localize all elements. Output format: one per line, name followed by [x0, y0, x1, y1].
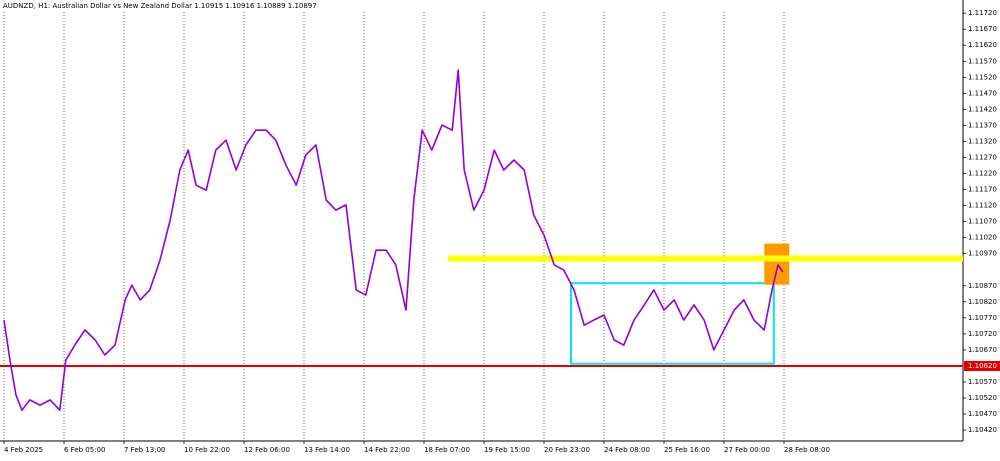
y-tick-label: 1.10770 [968, 314, 997, 322]
x-tick-label: 4 Feb 2025 [4, 446, 43, 454]
y-tick-label: 1.11170 [968, 186, 997, 194]
y-tick-label: 1.11620 [968, 41, 997, 49]
x-tick-label: 24 Feb 08:00 [604, 446, 650, 454]
x-tick-label: 6 Feb 05:00 [64, 446, 105, 454]
y-tick-label: 1.10520 [968, 394, 997, 402]
chart-title: AUDNZD, H1: Australian Dollar vs New Zea… [3, 2, 317, 10]
y-tick-label: 1.11420 [968, 105, 997, 113]
price-line [3, 69, 784, 411]
x-tick-label: 19 Feb 15:00 [484, 446, 530, 454]
y-tick-label: 1.10570 [968, 378, 997, 386]
y-tick-label: 1.11270 [968, 153, 997, 161]
x-tick-label: 10 Feb 22:00 [184, 446, 230, 454]
x-tick-label: 25 Feb 16:00 [664, 446, 710, 454]
y-tick-label: 1.10470 [968, 410, 997, 418]
zone-box [570, 282, 775, 365]
y-tick-label: 1.10870 [968, 282, 997, 290]
y-tick-label: 1.10420 [968, 426, 997, 434]
y-tick-label: 1.11220 [968, 170, 997, 178]
zone-box [764, 243, 790, 285]
y-tick-label: 1.10670 [968, 346, 997, 354]
y-tick-label: 1.11670 [968, 25, 997, 33]
y-tick-label: 1.11470 [968, 89, 997, 97]
x-tick-label: 7 Feb 13:00 [124, 446, 165, 454]
x-tick-label: 18 Feb 07:00 [424, 446, 470, 454]
y-tick-label: 1.11120 [968, 202, 997, 210]
x-tick-label: 12 Feb 06:00 [244, 446, 290, 454]
y-tick-label: 1.10970 [968, 250, 997, 258]
y-tick-label: 1.11320 [968, 137, 997, 145]
level-label: 1.10620 [968, 362, 997, 370]
x-tick-label: 20 Feb 23:00 [544, 446, 590, 454]
x-tick-label: 27 Feb 00:00 [724, 446, 770, 454]
y-tick-label: 1.11570 [968, 57, 997, 65]
x-tick-label: 28 Feb 08:00 [784, 446, 830, 454]
level-label-box [964, 360, 1000, 371]
x-tick-label: 13 Feb 14:00 [304, 446, 350, 454]
y-tick-label: 1.11370 [968, 121, 997, 129]
x-tick-label: 14 Feb 22:00 [364, 446, 410, 454]
y-tick-label: 1.11070 [968, 218, 997, 226]
y-tick-label: 1.10720 [968, 330, 997, 338]
y-tick-label: 1.10820 [968, 298, 997, 306]
y-tick-label: 1.11020 [968, 234, 997, 242]
y-tick-label: 1.11720 [968, 9, 997, 17]
y-tick-label: 1.11520 [968, 73, 997, 81]
